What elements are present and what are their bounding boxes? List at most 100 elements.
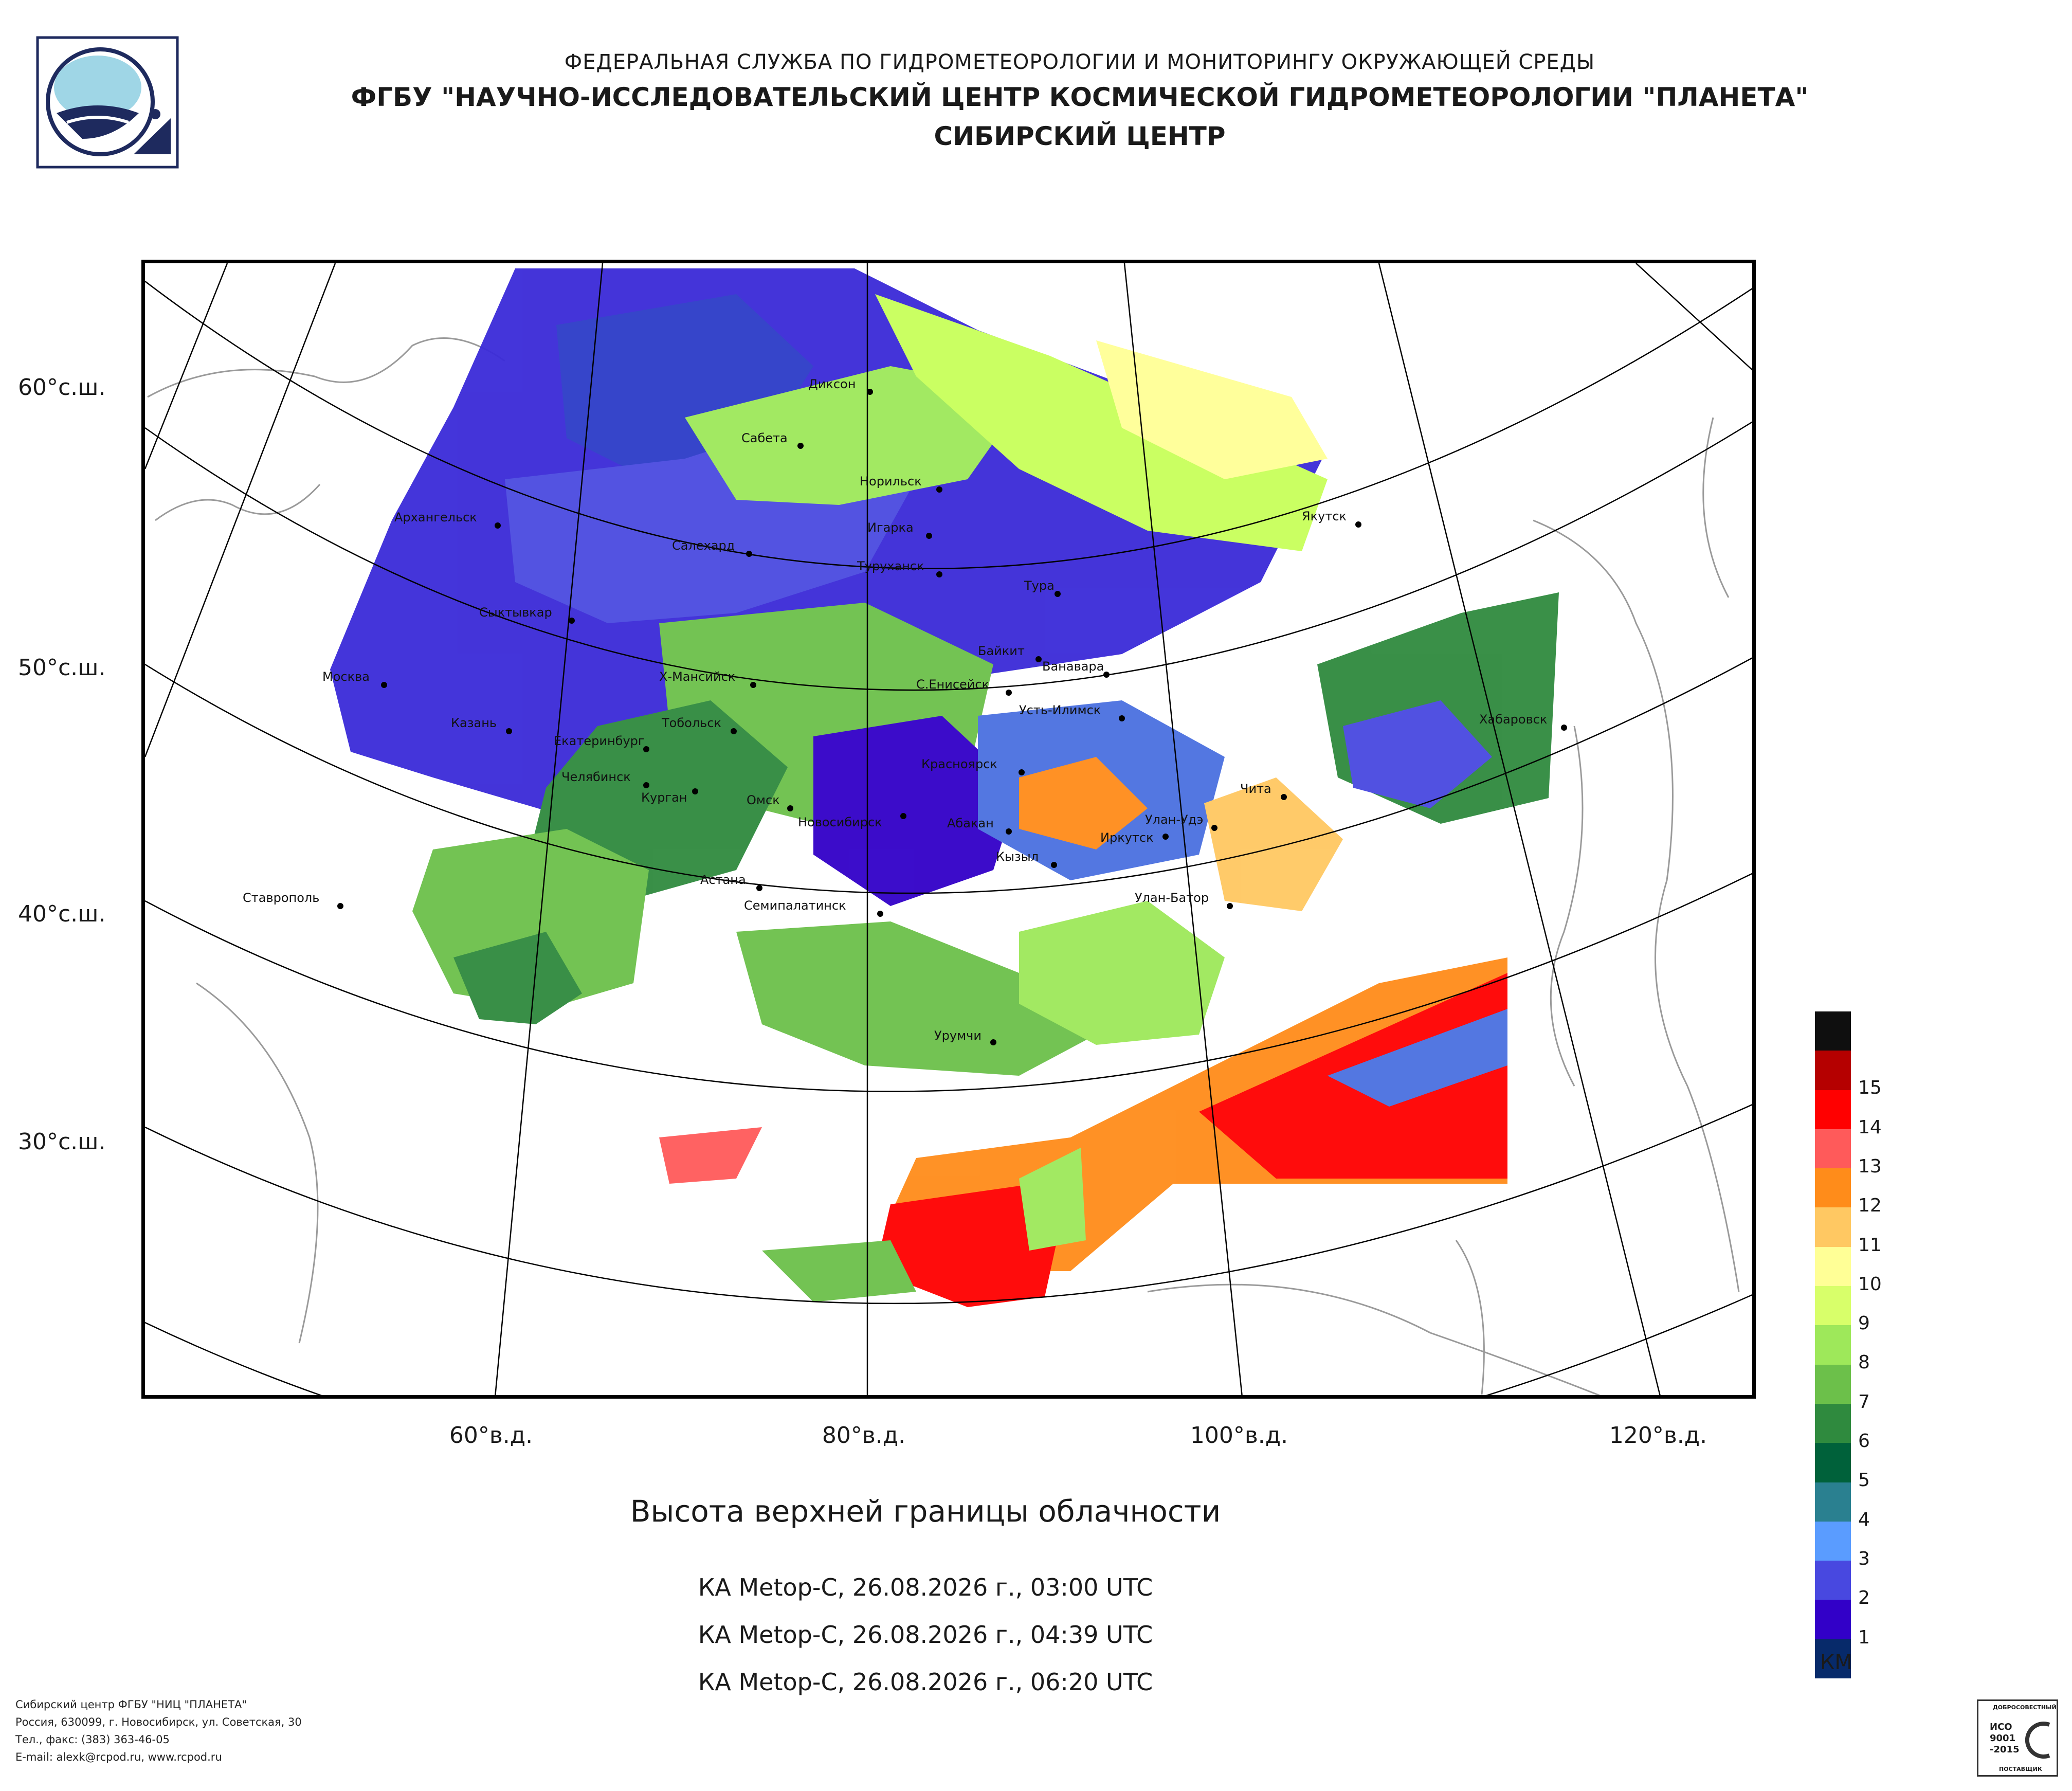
city-krasnoyarsk: Красноярск: [921, 757, 1025, 775]
city-ust-ilimsk: Усть-Илимск: [1019, 703, 1125, 721]
city-abakan: Абакан: [947, 816, 1012, 835]
legend-swatch: [1815, 1051, 1851, 1090]
svg-text:Курган: Курган: [641, 790, 687, 805]
svg-text:Хабаровск: Хабаровск: [1479, 712, 1547, 727]
svg-text:Х-Мансийск: Х-Мансийск: [659, 670, 735, 684]
header-org: ФЕДЕРАЛЬНАЯ СЛУЖБА ПО ГИДРОМЕТЕОРОЛОГИИ …: [564, 50, 1595, 74]
satellite-pass-3: КА Metop-C, 26.08.2026 г., 06:20 UTC: [698, 1668, 1153, 1696]
lon-label-60: 60°в.д.: [449, 1422, 533, 1449]
legend-swatch: [1815, 1011, 1851, 1051]
legend-swatch: [1815, 1561, 1851, 1600]
satellite-pass-2: КА Metop-C, 26.08.2026 г., 04:39 UTC: [698, 1621, 1153, 1649]
svg-text:Диксон: Диксон: [808, 377, 856, 391]
legend-swatch: [1815, 1129, 1851, 1169]
city-igarka: Игарка: [867, 520, 932, 539]
legend-value: 13: [1858, 1155, 1882, 1177]
svg-text:Ванавара: Ванавара: [1042, 659, 1104, 674]
planeta-logo: [36, 36, 179, 169]
legend-swatch: [1815, 1168, 1851, 1208]
svg-text:Игарка: Игарка: [867, 520, 914, 535]
svg-text:Тобольск: Тобольск: [661, 716, 721, 730]
city-astana: Астана: [700, 873, 762, 891]
city-semipalatinsk: Семипалатинск: [744, 898, 883, 917]
svg-text:Норильск: Норильск: [860, 474, 922, 489]
legend-swatch: [1815, 1090, 1851, 1129]
legend-swatch: [1815, 1443, 1851, 1482]
city-salekhard: Салехард: [672, 538, 752, 557]
city-irkutsk: Иркутск: [1100, 830, 1169, 845]
city-khanty-mansiysk: Х-Мансийск: [659, 670, 756, 688]
svg-text:Астана: Астана: [700, 873, 746, 887]
svg-text:Туруханск: Туруханск: [857, 559, 924, 573]
legend-value: 12: [1858, 1195, 1882, 1217]
city-norilsk: Норильск: [860, 474, 942, 493]
legend-swatch: [1815, 1325, 1851, 1365]
iso-badge-mid3: -2015: [1990, 1744, 2020, 1755]
city-urumqi: Урумчи: [934, 1028, 996, 1045]
height-legend: [1815, 1011, 1851, 1679]
svg-text:Новосибирск: Новосибирск: [798, 815, 882, 829]
legend-swatch: [1815, 1364, 1851, 1404]
svg-text:С.Енисейск: С.Енисейск: [916, 677, 989, 692]
legend-swatch: [1815, 1207, 1851, 1247]
svg-text:Екатеринбург: Екатеринбург: [554, 734, 644, 748]
city-ulan-ude: Улан-Удэ: [1145, 812, 1217, 831]
legend-value: 1: [1858, 1626, 1870, 1648]
svg-text:Сабета: Сабета: [741, 431, 788, 445]
svg-text:Урумчи: Урумчи: [934, 1028, 982, 1043]
lon-label-100: 100°в.д.: [1190, 1422, 1288, 1449]
city-ekaterinburg: Екатеринбург: [554, 734, 649, 752]
lon-label-120: 120°в.д.: [1609, 1422, 1707, 1449]
svg-text:Тура: Тура: [1024, 578, 1055, 593]
iso-badge-top: ДОБРОСОВЕСТНЫЙ: [1993, 1704, 2057, 1711]
city-markers: Диксон Сабета Норильск Игарка Туруханск …: [243, 377, 1567, 1045]
city-kurgan: Курган: [641, 788, 698, 805]
city-novosibirsk: Новосибирск: [798, 813, 906, 829]
svg-text:Кызыл: Кызыл: [996, 849, 1039, 864]
city-baikit: Байкит: [978, 644, 1042, 662]
city-kazan: Казань: [451, 716, 512, 734]
footer-line-2: Россия, 630099, г. Новосибирск, ул. Сове…: [15, 1716, 302, 1728]
header-institute: ФГБУ "НАУЧНО-ИССЛЕДОВАТЕЛЬСКИЙ ЦЕНТР КОС…: [351, 82, 1809, 112]
legend-value: 10: [1858, 1273, 1882, 1295]
legend-swatch: [1815, 1600, 1851, 1639]
city-chita: Чита: [1240, 782, 1287, 800]
svg-text:Иркутск: Иркутск: [1100, 830, 1154, 845]
legend-value: 9: [1858, 1313, 1870, 1334]
footer-line-1: Сибирский центр ФГБУ "НИЦ "ПЛАНЕТА": [15, 1698, 247, 1711]
city-sabeta: Сабета: [741, 431, 804, 449]
svg-text:Улан-Удэ: Улан-Удэ: [1145, 812, 1203, 827]
svg-text:Сыктывкар: Сыктывкар: [479, 605, 552, 620]
lon-label-80: 80°в.д.: [822, 1422, 906, 1449]
svg-text:Улан-Батор: Улан-Батор: [1135, 891, 1209, 905]
header-center: СИБИРСКИЙ ЦЕНТР: [934, 121, 1226, 151]
city-khabarovsk: Хабаровск: [1479, 712, 1567, 731]
city-chelyabinsk: Челябинск: [561, 770, 649, 788]
svg-text:Москва: Москва: [322, 670, 370, 684]
legend-swatch: [1815, 1521, 1851, 1561]
legend-swatch: [1815, 1246, 1851, 1287]
legend-value: 11: [1858, 1234, 1882, 1256]
footer-line-3: Тел., факс: (383) 363-46-05: [15, 1733, 170, 1746]
city-ulan-bator: Улан-Батор: [1135, 891, 1233, 909]
legend-value: 2: [1858, 1587, 1870, 1609]
lat-label-30: 30°с.ш.: [18, 1129, 106, 1155]
cloud-top-map: Диксон Сабета Норильск Игарка Туруханск …: [141, 260, 1756, 1399]
svg-text:Ставрополь: Ставрополь: [243, 891, 319, 905]
svg-text:Челябинск: Челябинск: [561, 770, 631, 784]
svg-text:Усть-Илимск: Усть-Илимск: [1019, 703, 1101, 717]
legend-value: 6: [1858, 1431, 1870, 1452]
city-tura: Тура: [1024, 578, 1061, 597]
city-vanavara: Ванавара: [1042, 659, 1110, 678]
svg-text:Семипалатинск: Семипалатинск: [744, 898, 846, 913]
city-turukhansk: Туруханск: [857, 559, 942, 577]
city-dikson: Диксон: [808, 377, 873, 395]
legend-value: 8: [1858, 1352, 1870, 1373]
satellite-pass-1: КА Metop-C, 26.08.2026 г., 03:00 UTC: [698, 1573, 1153, 1601]
lat-label-60: 60°с.ш.: [18, 374, 106, 401]
legend-swatch: [1815, 1482, 1851, 1522]
city-arkhangelsk: Архангельск: [394, 510, 501, 529]
city-omsk: Омск: [747, 793, 793, 811]
svg-text:Абакан: Абакан: [947, 816, 994, 830]
iso-badge: ДОБРОСОВЕСТНЫЙ ИСО 9001 -2015 ПОСТАВЩИК: [1977, 1699, 2058, 1777]
